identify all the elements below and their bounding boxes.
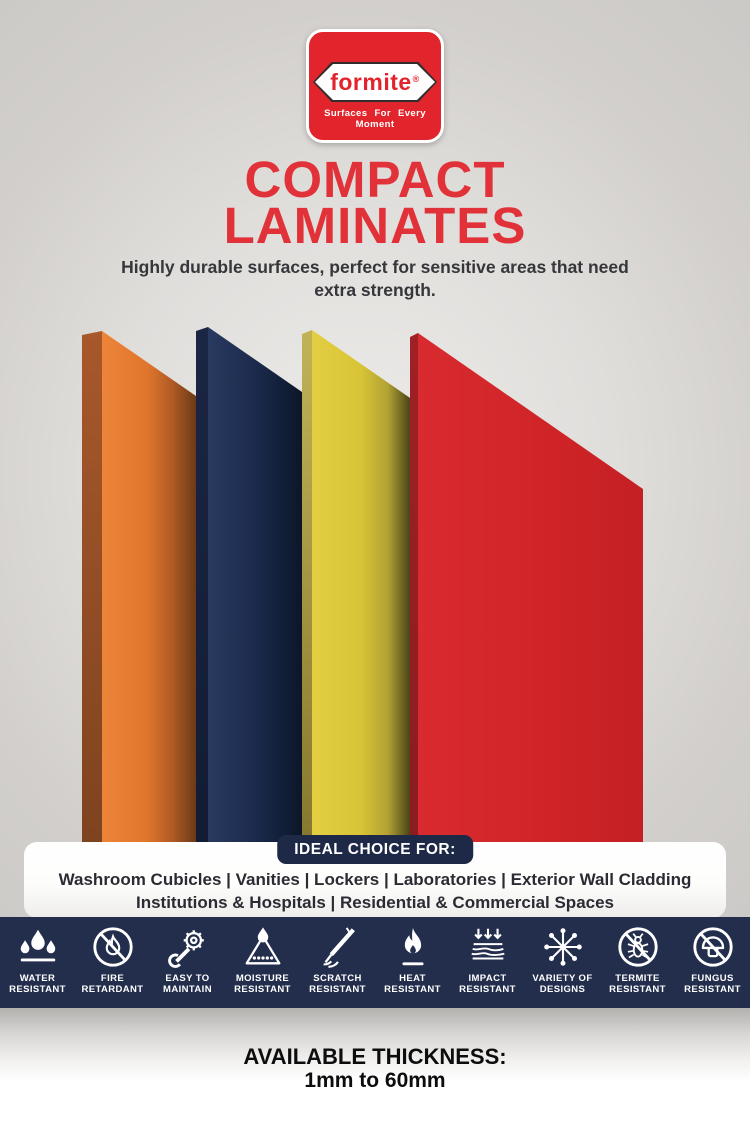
moisture-drop-icon (240, 924, 286, 970)
no-termite-icon (615, 924, 661, 970)
no-fungus-icon (690, 924, 736, 970)
feature-label: FIRE RETARDANT (75, 973, 150, 995)
flame-icon (390, 924, 436, 970)
feature-label-line-2: DESIGNS (539, 984, 586, 995)
ideal-choice-banner: IDEAL CHOICE FOR: Washroom Cubicles | Va… (24, 835, 726, 918)
brand-text: formite (330, 69, 412, 95)
panel-spine-yellow (302, 330, 312, 868)
feature-item: FUNGUS RESISTANT (675, 917, 750, 1008)
laminate-panel-red (418, 333, 643, 868)
feature-label: TERMITE RESISTANT (600, 973, 675, 995)
impact-arrows-icon (465, 924, 511, 970)
feature-item: MOISTURE RESISTANT (225, 917, 300, 1008)
feature-label-line-1: WATER (19, 973, 56, 984)
feature-label-line-1: FIRE (100, 973, 125, 984)
feature-label-line-2: RESISTANT (609, 984, 666, 995)
feature-label-line-2: RESISTANT (459, 984, 516, 995)
feature-label-line-2: RESISTANT (309, 984, 366, 995)
logo-tagline: Surfaces For Every Moment (324, 108, 426, 130)
feature-label-line-1: EASY TO (165, 973, 210, 984)
designs-asterisk-icon (540, 924, 586, 970)
ideal-choice-text: Washroom Cubicles | Vanities | Lockers |… (24, 868, 726, 914)
feature-item: EASY TO MAINTAIN (150, 917, 225, 1008)
feature-item: WATER RESISTANT (0, 917, 75, 1008)
feature-label-line-1: IMPACT (468, 973, 507, 984)
feature-label: IMPACT RESISTANT (450, 973, 525, 995)
laminate-panel-navy (208, 327, 302, 868)
feature-item: VARIETY OF DESIGNS (525, 917, 600, 1008)
title-line-2: LAMINATES (223, 197, 527, 254)
wrench-gear-icon (165, 924, 211, 970)
feature-item: HEAT RESISTANT (375, 917, 450, 1008)
feature-label-line-2: RESISTANT (384, 984, 441, 995)
laminate-panel-yellow (312, 330, 413, 868)
feature-label: SCRATCH RESISTANT (300, 973, 375, 995)
feature-label: EASY TO MAINTAIN (150, 973, 225, 995)
logo-hexagon (313, 62, 437, 102)
banner-line-1: Washroom Cubicles | Vanities | Lockers |… (58, 870, 692, 889)
thickness-label: AVAILABLE THICKNESS: (243, 1044, 507, 1069)
panel-spine-orange (82, 331, 102, 868)
formite-logo: formite® Surfaces For Every Moment (306, 29, 444, 143)
feature-label: MOISTURE RESISTANT (225, 973, 300, 995)
feature-label-line-2: RESISTANT (234, 984, 291, 995)
scratch-blade-icon (315, 924, 361, 970)
panel-spine-navy (196, 327, 208, 868)
feature-label-line-2: MAINTAIN (163, 984, 212, 995)
feature-label: WATER RESISTANT (0, 973, 75, 995)
features-strip: WATER RESISTANT FIRE RETARDANT EASY TO MAINTA… (0, 917, 750, 1008)
feature-label-line-1: HEAT (399, 973, 426, 984)
title-line-1: COMPACT (244, 151, 506, 208)
feature-label-line-2: RESISTANT (684, 984, 741, 995)
brand-name: formite® (309, 62, 441, 102)
page-title: COMPACT LAMINATES (0, 151, 750, 254)
feature-label-line-1: VARIETY OF (532, 973, 593, 984)
feature-item: FIRE RETARDANT (75, 917, 150, 1008)
water-drops-icon (15, 924, 61, 970)
feature-label-line-2: RETARDANT (81, 984, 144, 995)
ideal-choice-badge: IDEAL CHOICE FOR: (277, 835, 473, 864)
feature-label-line-1: MOISTURE (235, 973, 290, 984)
banner-line-2: Institutions & Hospitals | Residential &… (135, 893, 615, 912)
feature-label-line-1: SCRATCH (313, 973, 362, 984)
feature-item: TERMITE RESISTANT (600, 917, 675, 1008)
feature-label-line-2: RESISTANT (9, 984, 66, 995)
subtitle: Highly durable surfaces, perfect for sen… (0, 256, 750, 302)
feature-label: VARIETY OF DESIGNS (525, 973, 600, 995)
feature-label: HEAT RESISTANT (375, 973, 450, 995)
thickness-value: 1mm to 60mm (304, 1069, 446, 1092)
subtitle-line-1: Highly durable surfaces, perfect for sen… (121, 257, 629, 277)
feature-label: FUNGUS RESISTANT (675, 973, 750, 995)
panel-spine-red (410, 333, 418, 868)
feature-label-line-1: FUNGUS (691, 973, 734, 984)
logo-hexagon-fill (315, 64, 435, 100)
feature-item: SCRATCH RESISTANT (300, 917, 375, 1008)
feature-label-line-1: TERMITE (615, 973, 660, 984)
feature-item: IMPACT RESISTANT (450, 917, 525, 1008)
subtitle-line-2: extra strength. (314, 280, 436, 300)
footer-section: AVAILABLE THICKNESS: 1mm to 60mm (0, 1008, 750, 1126)
laminate-panel-orange (102, 331, 196, 868)
registered-mark: ® (412, 74, 420, 84)
no-fire-icon (90, 924, 136, 970)
